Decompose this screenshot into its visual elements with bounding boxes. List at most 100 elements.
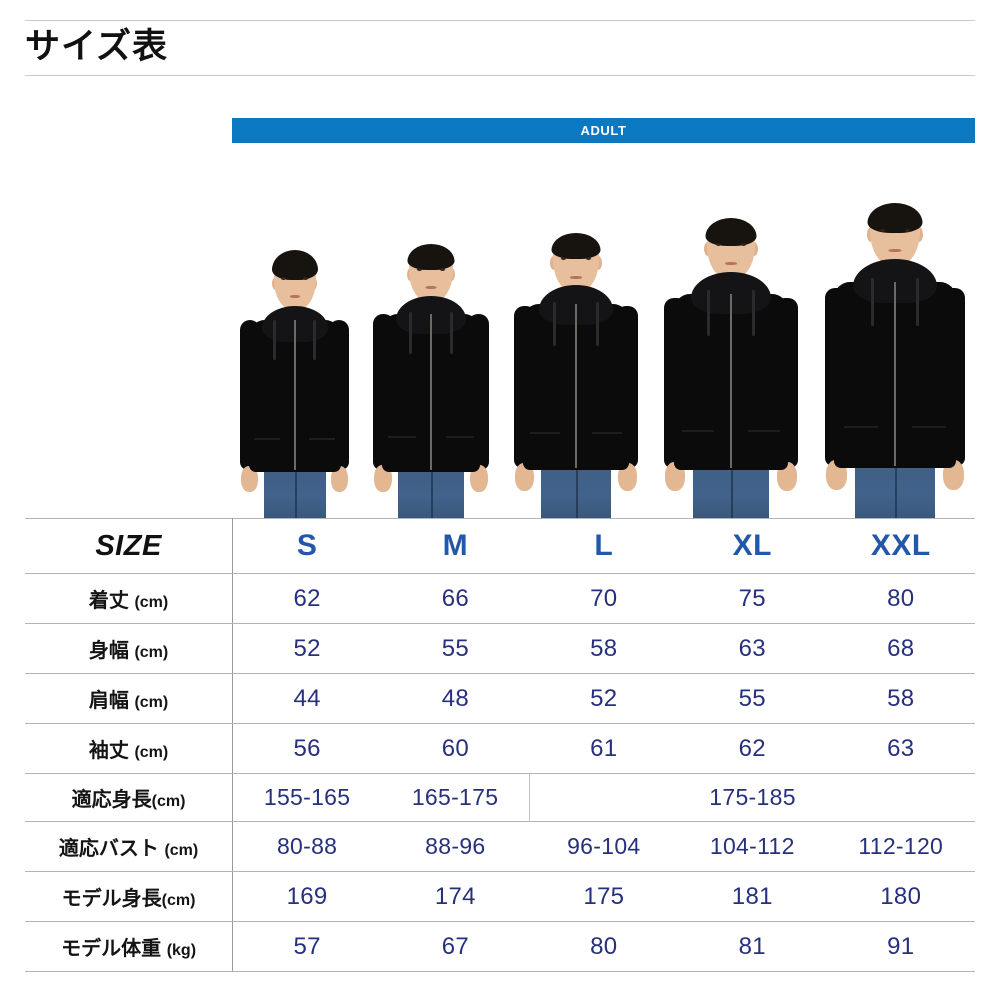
eye-left bbox=[417, 268, 422, 271]
hair bbox=[705, 218, 757, 246]
table-header-row: SIZE S M L XL XXL bbox=[25, 518, 975, 574]
table-row: 袖丈 (cm) 56 60 61 62 63 bbox=[25, 723, 975, 774]
zipper bbox=[430, 314, 432, 470]
pocket-left bbox=[844, 426, 878, 428]
header-size-l: L bbox=[529, 518, 679, 574]
cell-katahaba-l: 52 bbox=[529, 673, 679, 724]
eye-left bbox=[880, 229, 885, 232]
jeans bbox=[693, 464, 769, 518]
table-row: 肩幅 (cm) 44 48 52 55 58 bbox=[25, 673, 975, 724]
pocket-left bbox=[388, 436, 416, 438]
row-label-kitake: 着丈 (cm) bbox=[25, 573, 234, 624]
cell-model-height-l: 175 bbox=[529, 871, 679, 922]
row-label-sodetake: 袖丈 (cm) bbox=[25, 723, 234, 774]
eye-right bbox=[905, 229, 910, 232]
row-label-katahaba: 肩幅 (cm) bbox=[25, 673, 234, 724]
title-rule-bottom bbox=[25, 74, 975, 76]
cell-tekiou-shincho-s: 155-165 bbox=[232, 773, 382, 822]
pocket-right bbox=[446, 436, 474, 438]
cell-kitake-xxl: 80 bbox=[826, 573, 975, 624]
header-size-s: S bbox=[232, 518, 382, 574]
cell-model-height-s: 169 bbox=[232, 871, 382, 922]
cell-katahaba-s: 44 bbox=[232, 673, 382, 724]
hand-right bbox=[331, 466, 348, 492]
size-table: SIZE S M L XL XXL 着丈 (cm) 62 66 70 75 80… bbox=[25, 518, 975, 972]
zipper bbox=[894, 282, 896, 466]
cell-tekiou-bust-xxl: 112-120 bbox=[826, 821, 975, 872]
table-row: 適応身長(cm) 155-165 165-175 175-185 bbox=[25, 773, 975, 822]
mouth bbox=[888, 249, 902, 252]
models-photo-strip bbox=[232, 160, 975, 518]
cell-mihaba-l: 58 bbox=[529, 623, 679, 674]
cell-kitake-xl: 75 bbox=[678, 573, 827, 624]
eye-left bbox=[281, 277, 286, 280]
cell-sodetake-m: 60 bbox=[381, 723, 530, 774]
cell-tekiou-bust-m: 88-96 bbox=[381, 821, 530, 872]
model-photo-s bbox=[232, 218, 357, 518]
title-rule-top bbox=[25, 20, 975, 21]
pocket-right bbox=[748, 430, 780, 432]
cell-mihaba-m: 55 bbox=[381, 623, 530, 674]
row-label-model-height: モデル身長(cm) bbox=[25, 871, 234, 922]
cell-model-weight-l: 80 bbox=[529, 921, 679, 972]
drawstring-right bbox=[313, 320, 316, 360]
jeans bbox=[855, 462, 935, 518]
cell-kitake-m: 66 bbox=[381, 573, 530, 624]
zipper bbox=[575, 304, 577, 468]
cell-mihaba-xxl: 68 bbox=[826, 623, 975, 674]
pocket-left bbox=[530, 432, 560, 434]
mouth bbox=[570, 276, 582, 279]
pocket-right bbox=[912, 426, 946, 428]
page-title-block: サイズ表 bbox=[25, 20, 975, 76]
cell-sodetake-xxl: 63 bbox=[826, 723, 975, 774]
hair bbox=[867, 203, 923, 233]
jeans bbox=[263, 466, 326, 518]
drawstring-right bbox=[596, 302, 599, 346]
table-row: 適応バスト (cm) 80-88 88-96 96-104 104-112 11… bbox=[25, 821, 975, 872]
drawstring-right bbox=[450, 312, 453, 354]
cell-model-weight-xl: 81 bbox=[678, 921, 827, 972]
header-size-label: SIZE bbox=[25, 518, 234, 574]
hand-left bbox=[241, 466, 258, 492]
cell-katahaba-xxl: 58 bbox=[826, 673, 975, 724]
drawstring-left bbox=[871, 278, 874, 326]
pocket-left bbox=[254, 438, 280, 440]
zipper bbox=[730, 294, 732, 468]
hand-right bbox=[618, 463, 637, 491]
model-photo-l bbox=[505, 196, 647, 518]
hair bbox=[407, 244, 455, 270]
row-label-mihaba: 身幅 (cm) bbox=[25, 623, 234, 674]
drawstring-right bbox=[916, 278, 919, 326]
cell-katahaba-xl: 55 bbox=[678, 673, 827, 724]
table-row: モデル身長(cm) 169 174 175 181 180 bbox=[25, 871, 975, 922]
header-size-xxl: XXL bbox=[826, 518, 975, 574]
pocket-right bbox=[309, 438, 335, 440]
eye-right bbox=[440, 268, 445, 271]
mouth bbox=[725, 262, 737, 265]
page-title: サイズ表 bbox=[25, 27, 168, 66]
cell-model-height-xxl: 180 bbox=[826, 871, 975, 922]
row-label-model-weight: モデル体重 (kg) bbox=[25, 921, 234, 972]
model-photo-xl bbox=[655, 182, 807, 518]
header-size-m: M bbox=[381, 518, 530, 574]
pocket-left bbox=[682, 430, 714, 432]
eye-left bbox=[716, 243, 721, 246]
drawstring-left bbox=[273, 320, 276, 360]
cell-model-height-xl: 181 bbox=[678, 871, 827, 922]
hair bbox=[271, 250, 318, 280]
cell-sodetake-xl: 62 bbox=[678, 723, 827, 774]
eye-right bbox=[586, 257, 591, 260]
model-photo-m bbox=[365, 208, 497, 518]
header-size-xl: XL bbox=[678, 518, 827, 574]
row-label-tekiou-bust: 適応バスト (cm) bbox=[25, 821, 234, 872]
cell-model-height-m: 174 bbox=[381, 871, 530, 922]
table-row: モデル体重 (kg) 57 67 80 81 91 bbox=[25, 921, 975, 972]
table-row: 着丈 (cm) 62 66 70 75 80 bbox=[25, 573, 975, 624]
cell-sodetake-s: 56 bbox=[232, 723, 382, 774]
pocket-right bbox=[592, 432, 622, 434]
table-row: 身幅 (cm) 52 55 58 63 68 bbox=[25, 623, 975, 674]
cell-tekiou-bust-xl: 104-112 bbox=[678, 821, 827, 872]
cell-tekiou-shincho-l-xxl: 175-185 bbox=[529, 773, 975, 822]
zipper bbox=[293, 320, 296, 470]
jeans bbox=[398, 466, 464, 518]
